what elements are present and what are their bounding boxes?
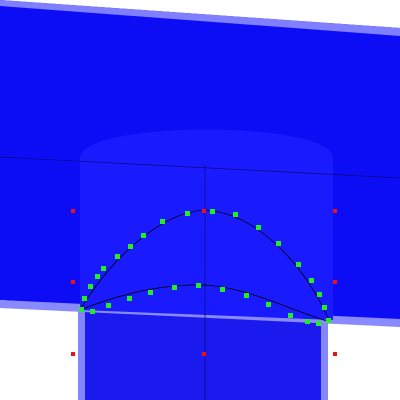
- control-point: [333, 352, 337, 356]
- point: [288, 313, 293, 318]
- point: [256, 225, 261, 230]
- point: [210, 209, 215, 214]
- cylinder: [80, 129, 333, 320]
- point: [266, 302, 271, 307]
- column-edge-left: [78, 305, 85, 400]
- point: [305, 319, 310, 324]
- point: [127, 296, 132, 301]
- point: [106, 303, 111, 308]
- point: [317, 292, 322, 297]
- curve-points: [79, 209, 331, 326]
- point: [88, 284, 93, 289]
- point: [220, 287, 225, 292]
- control-point: [71, 280, 75, 284]
- point: [95, 274, 100, 279]
- point: [326, 318, 331, 323]
- slab-top-edge: [0, 0, 400, 36]
- control-point: [202, 209, 206, 213]
- point: [172, 285, 177, 290]
- point: [309, 278, 314, 283]
- point: [128, 244, 133, 249]
- control-point: [71, 209, 75, 213]
- point: [316, 321, 321, 326]
- point: [82, 296, 87, 301]
- point: [148, 290, 153, 295]
- control-point: [333, 280, 337, 284]
- point: [115, 254, 120, 259]
- point: [244, 293, 249, 298]
- point: [79, 307, 84, 312]
- point: [141, 233, 146, 238]
- point: [90, 309, 95, 314]
- point: [185, 211, 190, 216]
- control-point: [71, 352, 75, 356]
- point: [196, 283, 201, 288]
- point: [322, 305, 327, 310]
- guide-line: [0, 156, 400, 179]
- point: [160, 219, 165, 224]
- control-points: [71, 209, 337, 356]
- point: [276, 241, 281, 246]
- column-edge-right: [321, 320, 328, 400]
- lower-curve: [79, 284, 331, 323]
- control-point: [333, 209, 337, 213]
- point: [101, 266, 106, 271]
- point: [296, 262, 301, 267]
- point: [233, 212, 238, 217]
- control-point: [202, 352, 206, 356]
